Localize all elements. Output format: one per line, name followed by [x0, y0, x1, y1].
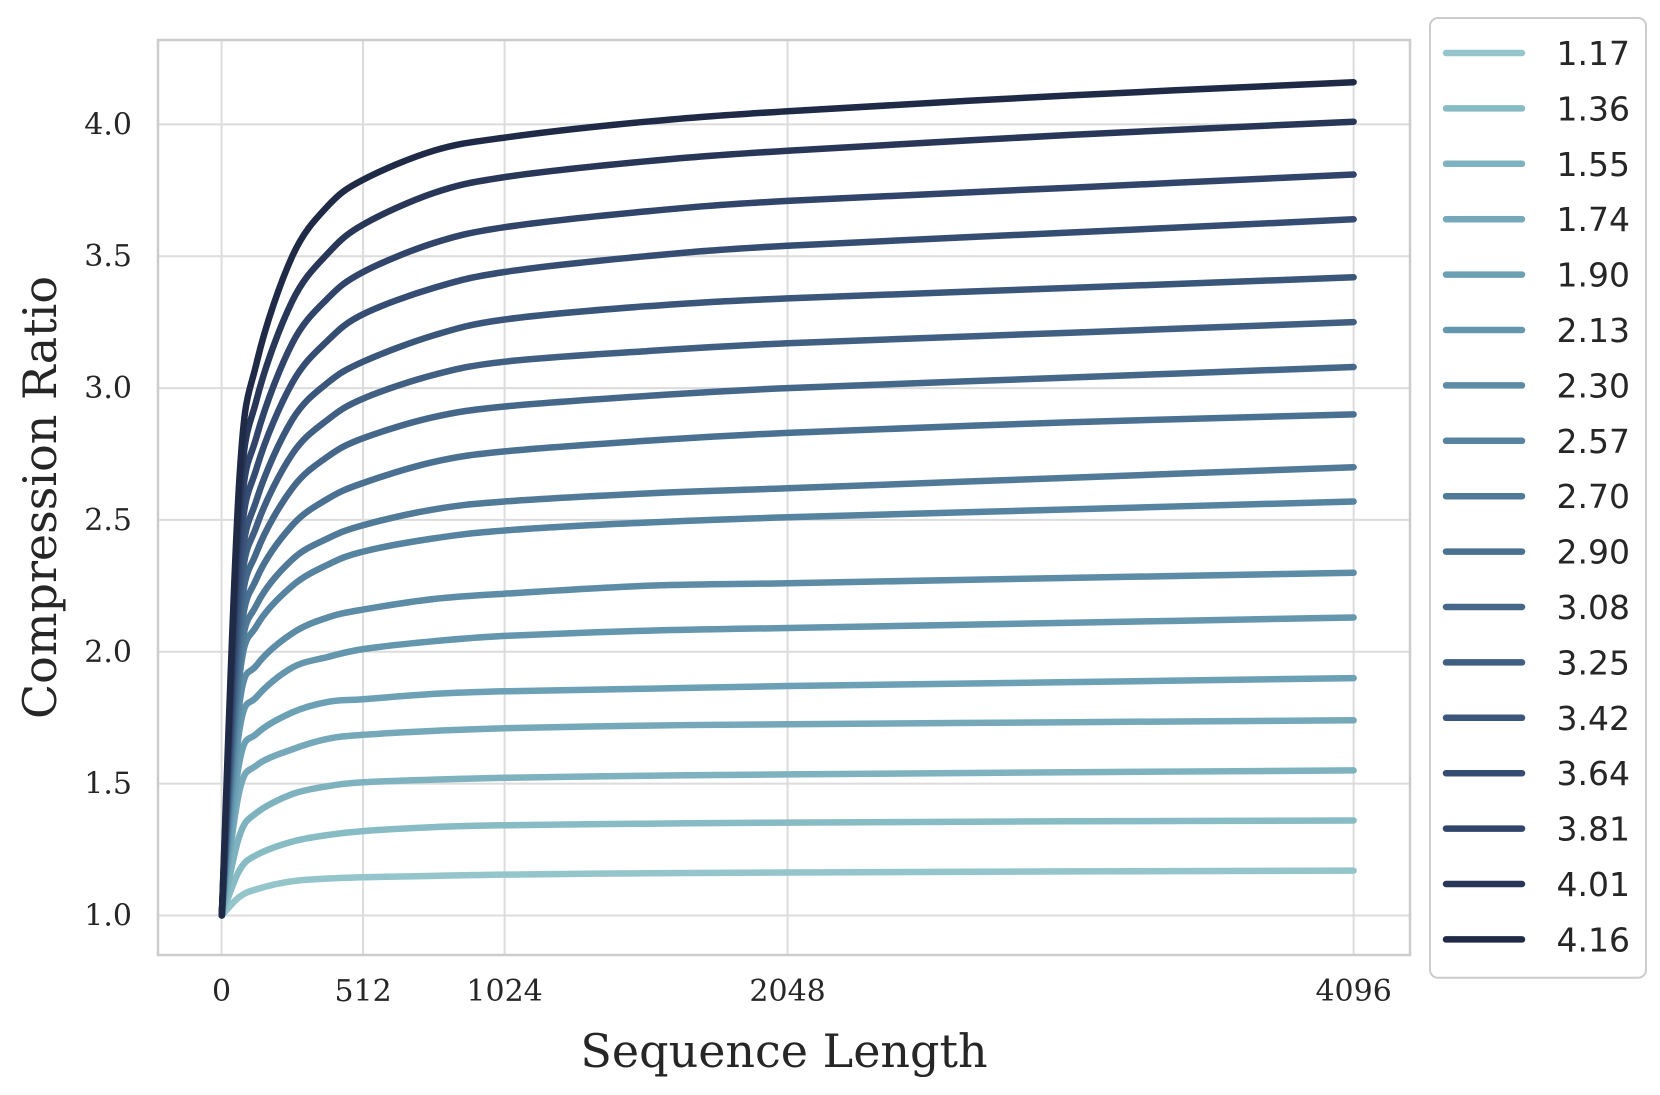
legend-label: 1.55 [1557, 145, 1630, 184]
series-line-3 [218, 717, 1357, 919]
x-tick-labels: 0 512 1024 2048 4096 [212, 974, 1392, 1009]
legend-label: 3.42 [1557, 699, 1630, 738]
legend-label: 2.90 [1557, 533, 1630, 572]
series-line-7 [218, 498, 1357, 919]
y-axis-title: Compression Ratio [13, 276, 67, 719]
series-line-8 [218, 463, 1357, 919]
x-axis-title: Sequence Length [580, 1024, 987, 1078]
legend-label: 1.36 [1557, 89, 1630, 128]
y-tick-label: 4.0 [84, 107, 132, 142]
series-line-2 [218, 767, 1357, 919]
series-line-4 [218, 674, 1357, 919]
plot-frame [156, 38, 1412, 957]
y-tick-label: 1.0 [84, 898, 132, 933]
x-tick-label: 1024 [466, 974, 542, 1009]
series-line-10 [218, 363, 1357, 919]
legend-label: 2.70 [1557, 477, 1630, 516]
legend-label: 2.30 [1557, 366, 1630, 405]
legend-label: 2.57 [1557, 422, 1630, 461]
x-tick-label: 2048 [749, 974, 825, 1009]
series-lines [218, 78, 1357, 919]
series-line-6 [218, 569, 1357, 919]
y-tick-labels: 1.0 1.5 2.0 2.5 3.0 3.5 4.0 [84, 107, 132, 933]
series-line-13 [218, 216, 1357, 919]
legend-label: 3.08 [1557, 588, 1630, 627]
legend-label: 1.90 [1557, 256, 1630, 295]
legend-label: 3.81 [1557, 810, 1630, 849]
legend-label: 1.17 [1557, 34, 1630, 73]
y-tick-label: 1.5 [84, 767, 132, 802]
legend-label: 2.13 [1557, 311, 1630, 350]
x-tick-label: 512 [334, 974, 391, 1009]
legend-label: 3.25 [1557, 643, 1630, 682]
y-tick-label: 2.5 [84, 503, 132, 538]
x-tick-label: 4096 [1315, 974, 1391, 1009]
series-line-12 [218, 274, 1357, 919]
x-tick-label: 0 [212, 974, 231, 1009]
series-line-0 [218, 867, 1357, 919]
series-line-9 [218, 411, 1357, 919]
series-line-5 [218, 614, 1357, 919]
legend-label: 3.64 [1557, 754, 1630, 793]
legend: 1.17 1.36 1.55 1.74 1.90 2.13 2.30 2.57 2.70 2.90… [1429, 17, 1647, 979]
legend-label: 4.01 [1557, 865, 1630, 904]
y-tick-label: 2.0 [84, 635, 132, 670]
y-tick-label: 3.5 [84, 239, 132, 274]
y-tick-label: 3.0 [84, 371, 132, 406]
series-line-1 [218, 817, 1357, 919]
legend-label: 4.16 [1557, 920, 1630, 959]
legend-frame [1429, 17, 1647, 979]
series-line-16 [218, 78, 1357, 919]
legend-label: 1.74 [1557, 200, 1630, 239]
